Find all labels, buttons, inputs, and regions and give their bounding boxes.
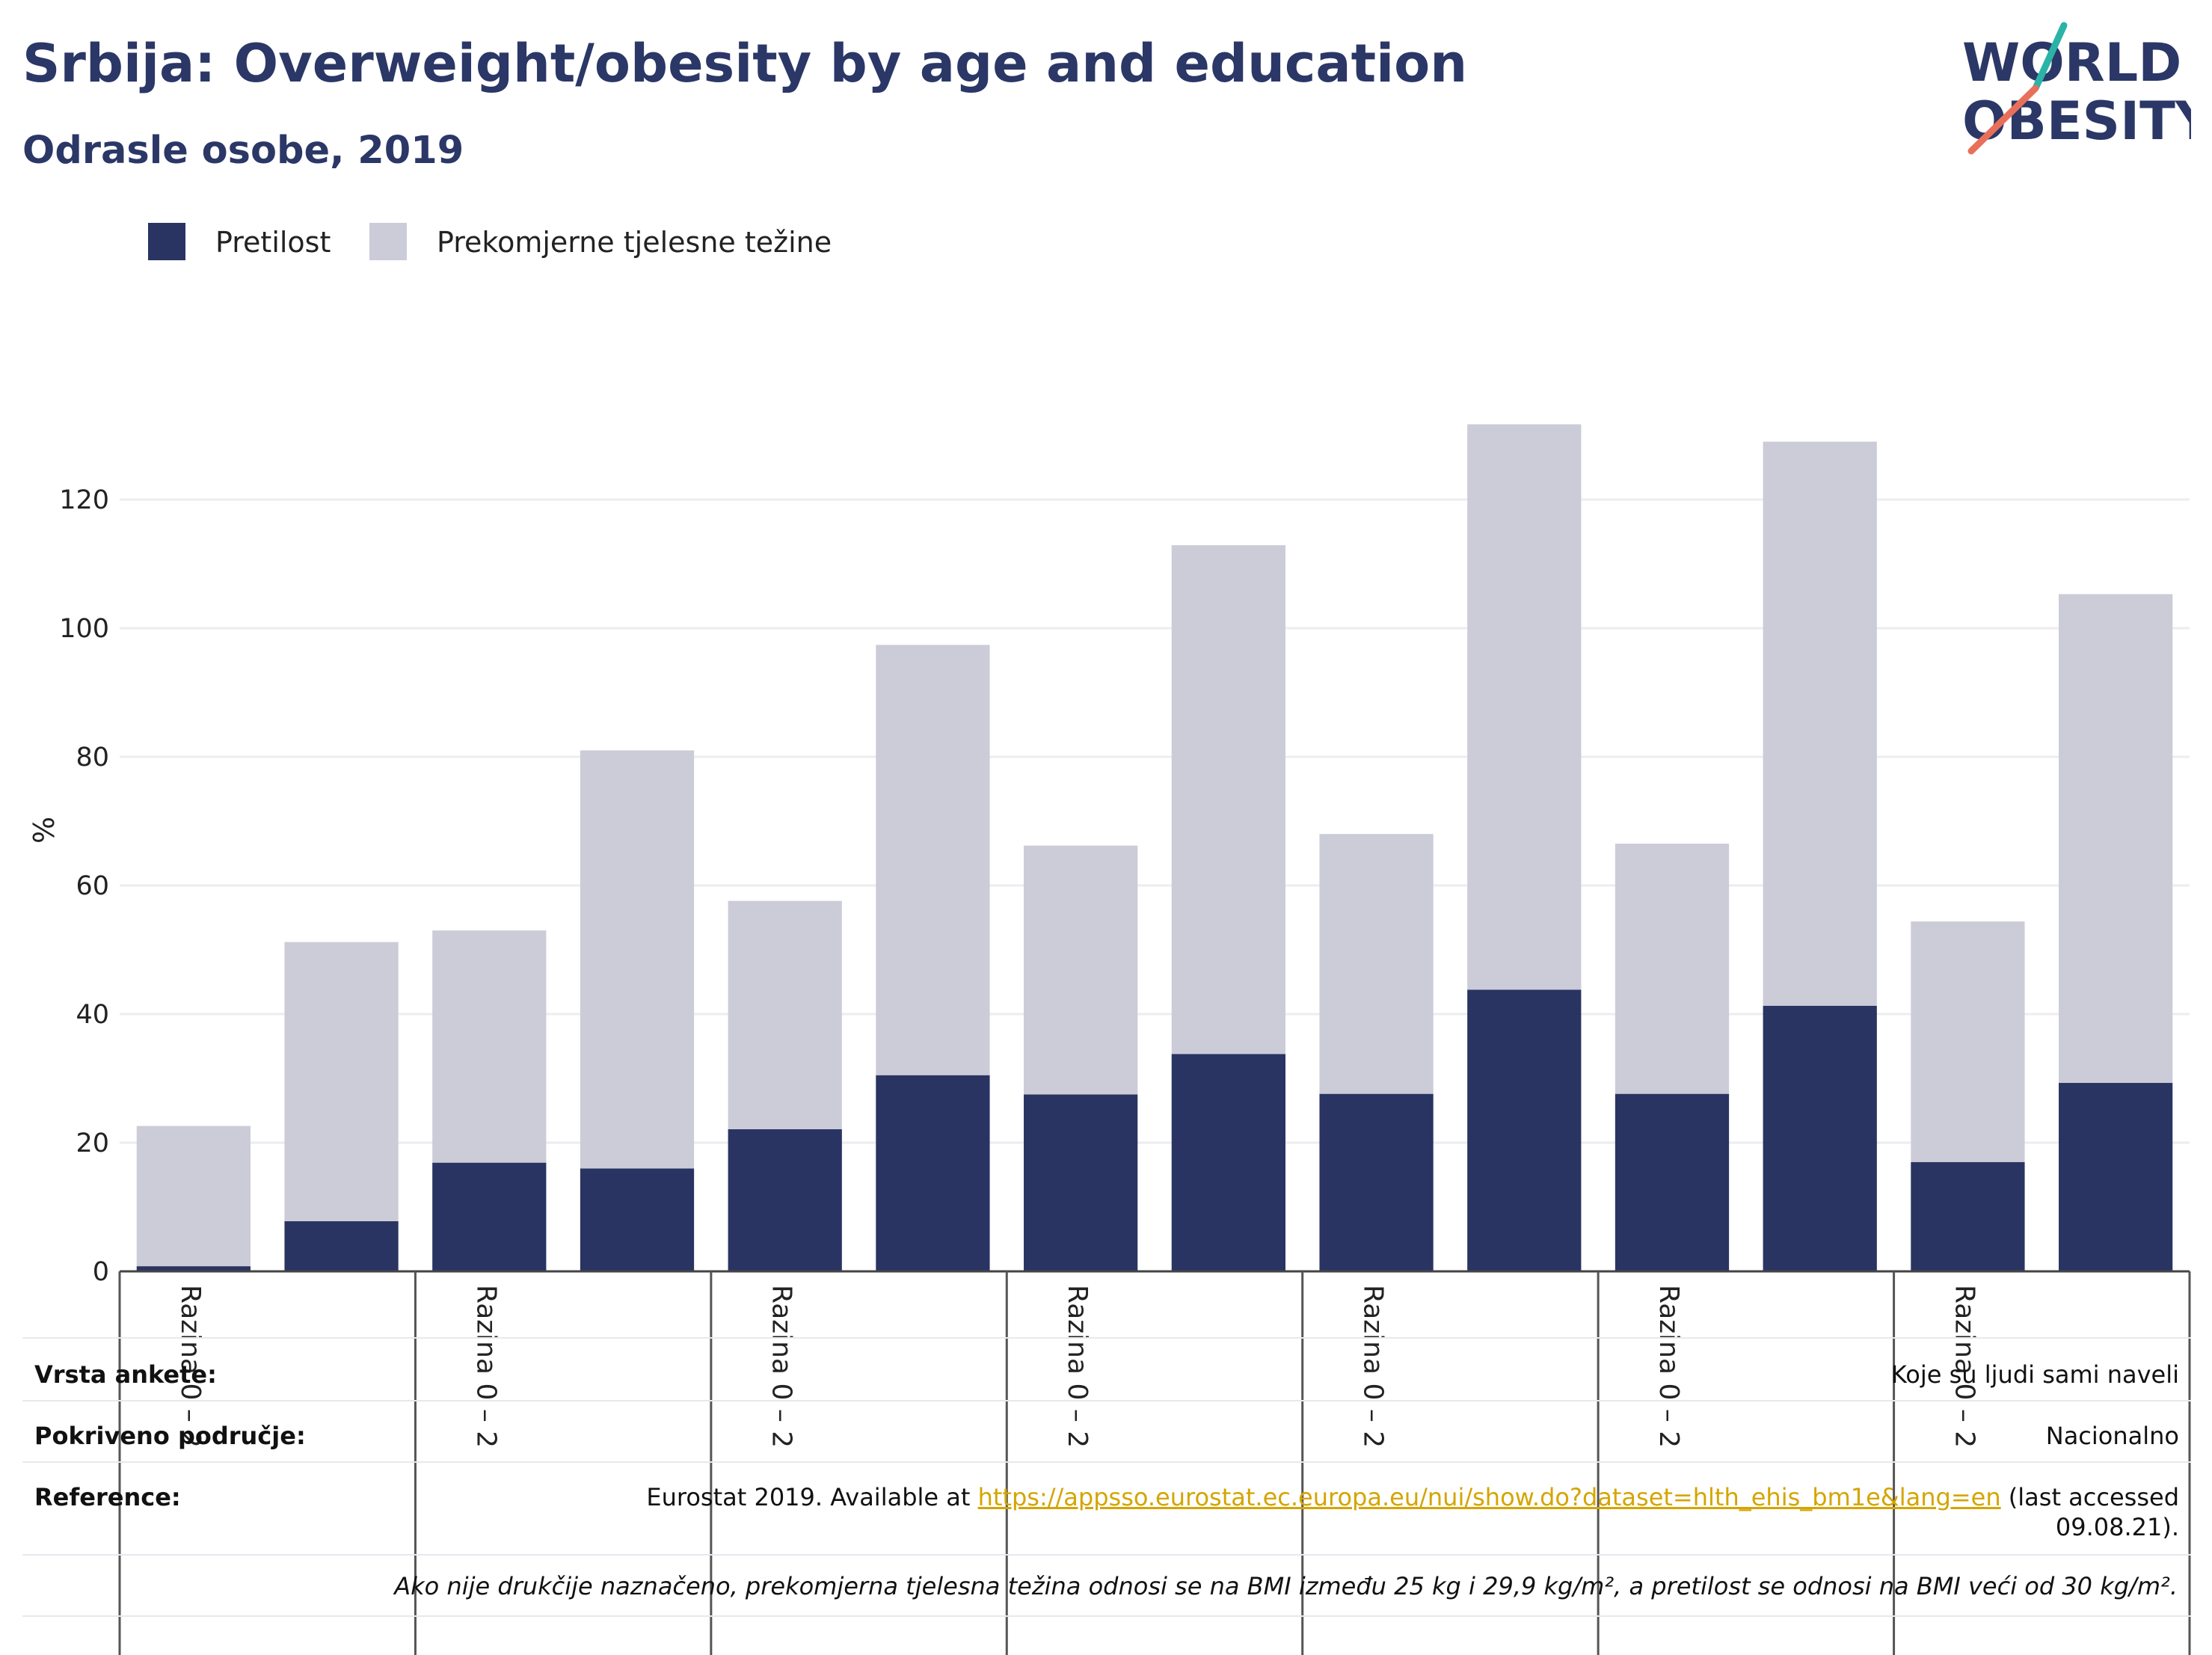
x-category-label: Razina 0 – 2 xyxy=(1949,1285,1979,1448)
bar-overweight xyxy=(1911,921,2025,1162)
x-category-label: Razina 0 – 2 xyxy=(766,1285,797,1448)
bar-obesity xyxy=(1171,1054,1285,1271)
footer-divider xyxy=(22,1400,2191,1401)
reference-label: Reference: xyxy=(34,1483,181,1511)
bmi-definition-note: Ako nije drukčije naznačeno, prekomjerna… xyxy=(394,1572,2178,1600)
bar-obesity xyxy=(1467,989,1582,1271)
bars xyxy=(136,424,2173,1271)
bar-obesity xyxy=(1319,1093,1434,1271)
footer-divider xyxy=(22,1461,2191,1463)
bar-overweight xyxy=(136,1126,251,1267)
x-category-label: Razina 0 – 2 xyxy=(1062,1285,1093,1448)
legend-swatch-overweight xyxy=(369,223,407,260)
survey-type-label: Vrsta ankete: xyxy=(34,1360,217,1389)
bar-overweight xyxy=(284,942,399,1221)
bar-obesity xyxy=(580,1168,695,1271)
y-axis-title: % xyxy=(28,817,61,844)
bar-overweight xyxy=(876,645,990,1075)
reference-date: 09.08.21). xyxy=(2055,1513,2179,1541)
y-tick-label: 40 xyxy=(76,1000,109,1030)
footer-divider xyxy=(22,1615,2191,1617)
chart-title: Srbija: Overweight/obesity by age and ed… xyxy=(22,33,1468,94)
bar-obesity xyxy=(1615,1093,1730,1271)
bar-overweight xyxy=(1763,441,1877,1006)
legend-label-obesity: Pretilost xyxy=(215,226,331,259)
bar-overweight xyxy=(1467,424,1582,990)
logo-stroke-teal xyxy=(2032,22,2068,92)
y-tick-label: 0 xyxy=(93,1257,109,1287)
footer-divider xyxy=(22,1337,2191,1339)
bar-overweight xyxy=(580,750,695,1169)
bar-obesity xyxy=(1911,1161,2025,1271)
gridlines xyxy=(120,498,2190,1273)
bar-obesity xyxy=(1024,1094,1138,1271)
x-category-label: Razina 0 – 2 xyxy=(1653,1285,1684,1448)
survey-type-value: Koje su ljudi sami naveli xyxy=(1890,1360,2179,1389)
logo-line1: WORLD xyxy=(1962,32,2181,93)
legend-swatch-obesity xyxy=(148,223,185,260)
bar-obesity xyxy=(136,1266,251,1271)
reference-link[interactable]: https://appsso.eurostat.ec.europa.eu/nui… xyxy=(977,1483,2001,1511)
logo-stroke-coral xyxy=(1967,85,2039,155)
bar-overweight xyxy=(728,900,842,1129)
bar-obesity xyxy=(1763,1005,1877,1271)
y-tick-label: 60 xyxy=(76,871,109,901)
bar-obesity xyxy=(876,1075,990,1271)
bar-overweight xyxy=(1615,844,1730,1094)
y-tick-label: 80 xyxy=(76,743,109,773)
world-obesity-logo: WORLD OBESITY xyxy=(1962,22,2191,155)
bar-obesity xyxy=(2059,1083,2173,1271)
bar-overweight xyxy=(2059,594,2173,1084)
y-tick-label: 120 xyxy=(59,485,109,515)
footer-divider xyxy=(22,1554,2191,1556)
x-axis-labels: Razina 0 – 2 Razina 0 – 2 Razina 0 – 2 Razi… xyxy=(175,1285,1980,1448)
reference-suffix: (last accessed xyxy=(2000,1483,2179,1511)
bar-overweight xyxy=(1319,834,1434,1094)
bar-overweight xyxy=(1171,545,1285,1054)
coverage-label: Pokriveno područje: xyxy=(34,1422,306,1450)
reference-prefix: Eurostat 2019. Available at xyxy=(646,1483,978,1511)
chart-subtitle: Odrasle osobe, 2019 xyxy=(22,129,464,173)
x-category-label: Razina 0 – 2 xyxy=(175,1285,206,1448)
x-category-label: Razina 0 – 2 xyxy=(1358,1285,1389,1448)
reference-value: Eurostat 2019. Available at https://apps… xyxy=(646,1482,2179,1542)
y-tick-label: 20 xyxy=(76,1129,109,1158)
legend-label-overweight: Prekomjerne tjelesne težine xyxy=(437,226,832,259)
x-axis xyxy=(118,1270,2191,1655)
coverage-value: Nacionalno xyxy=(2045,1422,2179,1450)
bar-overweight xyxy=(1024,845,1138,1095)
bar-obesity xyxy=(432,1162,547,1271)
bar-overweight xyxy=(432,930,547,1163)
bar-obesity xyxy=(728,1129,842,1271)
x-category-label: Razina 0 – 2 xyxy=(470,1285,501,1448)
bar-obesity xyxy=(284,1220,399,1271)
y-tick-label: 100 xyxy=(59,614,109,644)
y-axis-ticks: 0 20 40 60 80 100 120 xyxy=(59,485,109,1287)
